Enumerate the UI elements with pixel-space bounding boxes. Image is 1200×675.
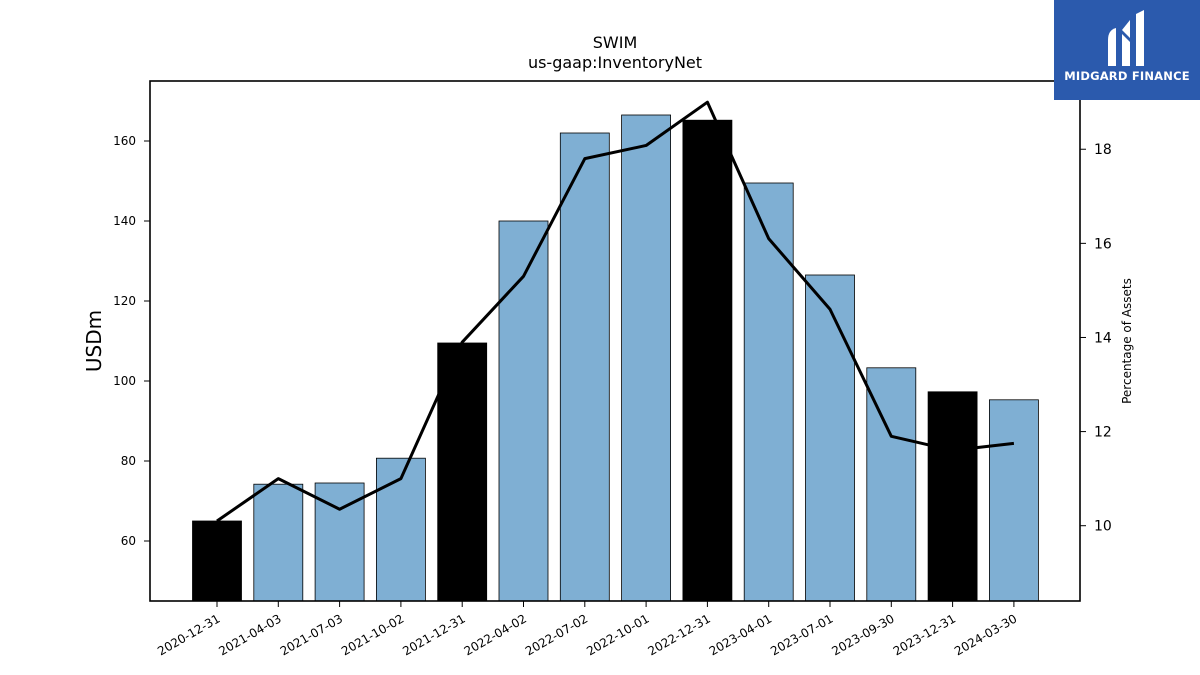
plot-frame [149, 80, 1081, 602]
logo-text: MIDGARD FINANCE [1064, 69, 1190, 83]
y2-tick-label-16: 16 [1094, 236, 1112, 252]
y2-tick-label-14: 14 [1094, 330, 1112, 346]
y-tick-label-100: 100 [113, 374, 136, 388]
y-tick-label-120: 120 [113, 294, 136, 308]
percentage-line [216, 100, 1015, 523]
bar-2022-07-02 [559, 132, 610, 602]
x-tick-label-2021-07-03: 2021-07-03 [278, 611, 345, 658]
x-tick-label-2022-12-31: 2022-12-31 [645, 611, 712, 658]
bar-2022-04-02 [498, 220, 549, 602]
midgard-finance-logo: MIDGARD FINANCE [1054, 0, 1200, 100]
y-tick-label-140: 140 [113, 214, 136, 228]
y2-axis-label: Percentage of Assets [1120, 278, 1134, 404]
x-tick-label-2021-10-02: 2021-10-02 [339, 611, 406, 658]
y-tick-label-80: 80 [121, 454, 136, 468]
x-tick-label-2022-07-02: 2022-07-02 [523, 611, 590, 658]
bar-2024-03-30 [989, 399, 1039, 602]
bar-2023-04-01 [743, 182, 794, 602]
x-tick-label-2023-04-01: 2023-04-01 [707, 611, 774, 658]
y-tick-label-60: 60 [121, 534, 136, 548]
bar-2021-10-02 [375, 457, 426, 602]
bar-2023-12-31 [927, 391, 978, 602]
chart-title: SWIM [593, 33, 638, 52]
y2-tick-label-12: 12 [1094, 425, 1112, 441]
x-tick-label-2023-09-30: 2023-09-30 [829, 611, 896, 658]
x-tick-label-2023-07-01: 2023-07-01 [768, 611, 835, 658]
x-tick-label-2021-04-03: 2021-04-03 [216, 611, 283, 658]
x-tick-label-2020-12-31: 2020-12-31 [155, 611, 222, 658]
x-tick-label-2024-03-30: 2024-03-30 [952, 611, 1019, 658]
y2-tick-label-18: 18 [1094, 142, 1112, 158]
y2-tick-label-10: 10 [1094, 519, 1112, 535]
bar-2021-04-03 [253, 483, 304, 602]
bar-2023-07-01 [805, 274, 855, 602]
y-tick-label-160: 160 [113, 134, 136, 148]
bar-2022-12-31 [682, 119, 733, 602]
x-tick-label-2021-12-31: 2021-12-31 [400, 611, 467, 658]
bar-2022-10-01 [621, 114, 671, 602]
x-tick-label-2022-04-02: 2022-04-02 [462, 611, 529, 658]
bar-2023-09-30 [866, 367, 917, 602]
x-tick-label-2022-10-01: 2022-10-01 [584, 611, 651, 658]
bar-2020-12-31 [192, 520, 242, 602]
x-tick-label-2023-12-31: 2023-12-31 [891, 611, 958, 658]
chart-subtitle: us-gaap:InventoryNet [528, 53, 702, 72]
midgard-logo-icon [1108, 10, 1144, 66]
y-axis-label: USDm [82, 310, 106, 372]
